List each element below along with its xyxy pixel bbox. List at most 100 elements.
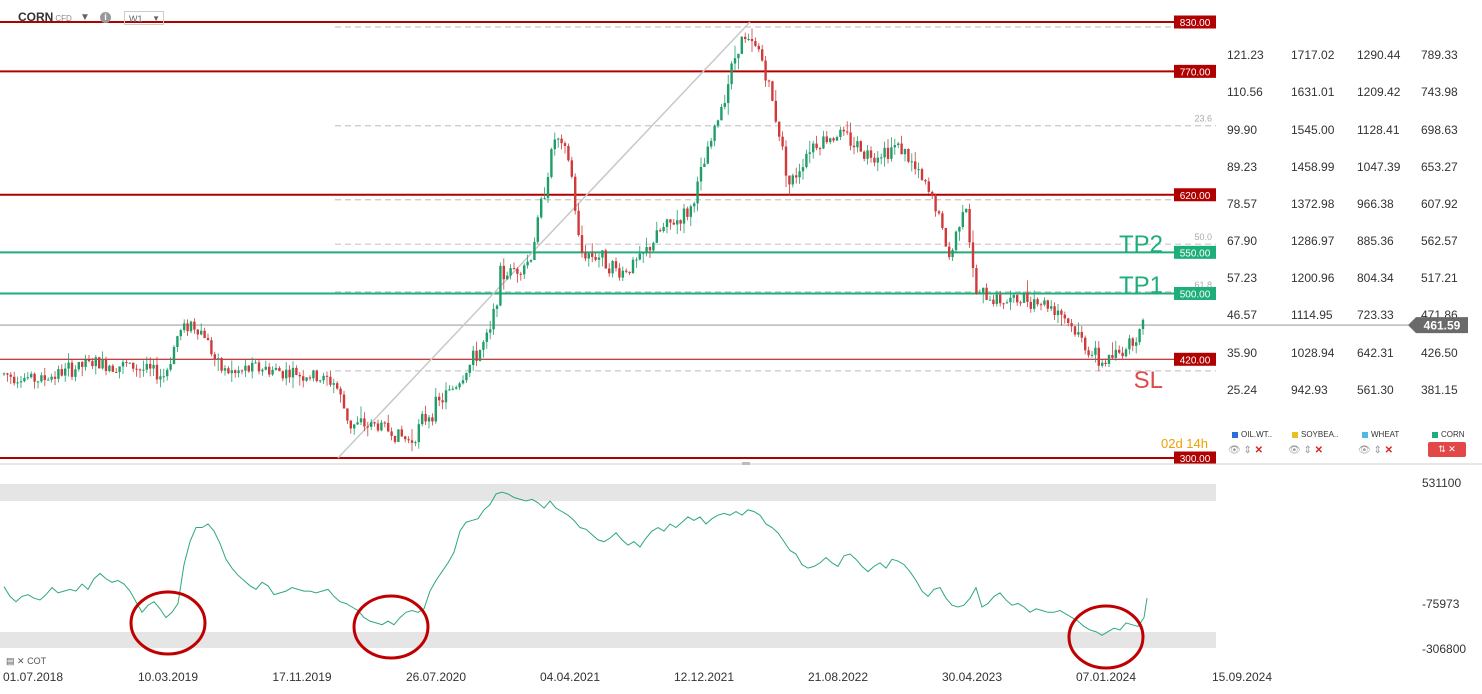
candle-body [472, 350, 475, 365]
price-axis-value: 642.31 [1357, 346, 1394, 360]
price-axis-value: 966.38 [1357, 197, 1394, 211]
level-tag [1174, 245, 1216, 259]
candle-body [257, 362, 261, 372]
candle-body [764, 60, 767, 81]
indicator-close-icon[interactable]: ✕ [17, 656, 25, 666]
candle-body [458, 383, 461, 388]
candle-body [907, 148, 910, 162]
trend-line-segment [337, 21, 751, 459]
candle-body [91, 361, 94, 367]
eye-icon[interactable]: 👁 [1358, 445, 1371, 456]
eye-icon[interactable]: 👁 [1228, 445, 1241, 456]
candle-body [682, 208, 686, 224]
candle-body [1080, 332, 1083, 338]
candle-body [111, 365, 114, 372]
symbol-dropdown-icon[interactable]: ▼ [80, 12, 90, 23]
legend-item-soybean[interactable]: SOYBEA.. 👁 ⇕ ✕ [1288, 430, 1338, 456]
price-axis-value: 67.90 [1227, 234, 1257, 248]
level-tag [1174, 451, 1216, 465]
candle-body [880, 157, 883, 159]
price-axis-value: 25.24 [1227, 383, 1257, 397]
candle-body [101, 359, 104, 369]
candle-body [220, 358, 223, 371]
legend-item-corn[interactable]: CORN [1432, 430, 1465, 439]
sort-icon[interactable]: ⇕ [1243, 445, 1252, 456]
symbol-title[interactable]: CORN CFD [18, 10, 72, 24]
chevron-down-icon: ▼ [152, 14, 160, 23]
candle-body [87, 359, 91, 362]
candle-body [264, 366, 267, 370]
candle-body [842, 129, 845, 132]
corn-controls-button[interactable]: ⇅ ✕ [1428, 442, 1466, 457]
candle-body [366, 426, 369, 428]
candle-body [669, 219, 672, 223]
legend-item-wheat[interactable]: WHEAT 👁 ⇕ ✕ [1358, 430, 1399, 456]
annotation-sl: SL [1134, 367, 1163, 394]
candle-body [237, 370, 240, 374]
x-tick-label: 30.04.2023 [942, 670, 1002, 684]
candle-body [125, 362, 128, 364]
highlight-circle [1067, 604, 1145, 670]
candle-body [285, 369, 288, 379]
eye-icon[interactable]: 👁 [1288, 445, 1301, 456]
candle-body [693, 203, 696, 207]
timeframe-select[interactable]: W1 ▼ [124, 11, 164, 25]
candle-body [1114, 349, 1117, 358]
indicator-tick: -306800 [1422, 642, 1466, 656]
candle-body [1022, 292, 1026, 303]
price-axis-value: 1458.99 [1291, 160, 1335, 174]
price-axis-value: 1372.98 [1291, 197, 1335, 211]
candle-body [1043, 300, 1046, 305]
candle-body [1097, 347, 1100, 366]
price-axis-value: 607.92 [1421, 197, 1458, 211]
close-icon[interactable]: ✕ [1314, 445, 1324, 456]
fibonacci-levels: 23.638.250.061.8 [335, 26, 1216, 372]
highlight-circle [352, 594, 430, 660]
info-icon[interactable]: i [100, 12, 111, 23]
candle-body [553, 139, 556, 150]
candle-body [142, 369, 145, 371]
candle-body [70, 362, 74, 377]
candle-body [189, 321, 193, 332]
legend-swatch [1432, 431, 1438, 438]
candle-body [948, 246, 951, 258]
timeframe-value: W1 [129, 14, 143, 24]
candle-body [281, 371, 284, 379]
candle-body [648, 247, 652, 251]
price-axis-value: 1047.39 [1357, 160, 1401, 174]
sort-icon[interactable]: ⇕ [1303, 445, 1312, 456]
candle-body [625, 270, 628, 272]
candle-body [529, 260, 533, 262]
candle-body [1090, 354, 1094, 356]
trend-line [337, 21, 751, 459]
candle-body [954, 231, 958, 251]
indicator-menu-icon[interactable]: ▤ [6, 656, 15, 666]
x-tick-label: 21.08.2022 [808, 670, 868, 684]
candle-body [115, 371, 118, 373]
candle-body [676, 220, 679, 225]
candle-body [982, 287, 985, 293]
candle-body [917, 169, 920, 171]
candle-body [217, 358, 220, 360]
candle-body [533, 241, 536, 261]
candle-body [577, 210, 580, 236]
sort-icon[interactable]: ⇕ [1373, 445, 1382, 456]
candle-body [621, 270, 624, 278]
close-icon[interactable]: ✕ [1254, 445, 1264, 456]
legend-item-oil[interactable]: OIL.WT.. 👁 ⇕ ✕ [1228, 430, 1272, 456]
candle-body [336, 383, 339, 389]
candle-body [512, 268, 516, 270]
candle-body [138, 369, 142, 371]
candle-body [1053, 306, 1056, 316]
candle-timer: 02d 14h [1161, 436, 1208, 451]
candle-body [1033, 299, 1036, 309]
candle-body [920, 169, 924, 181]
candle-body [805, 153, 808, 168]
candle-body [580, 235, 584, 253]
candle-body [244, 365, 247, 371]
level-tag [1174, 352, 1216, 366]
candle-body [754, 41, 757, 46]
close-icon[interactable]: ✕ [1384, 445, 1394, 456]
price-axis-value: 381.15 [1421, 383, 1458, 397]
x-tick-label: 12.12.2021 [674, 670, 734, 684]
